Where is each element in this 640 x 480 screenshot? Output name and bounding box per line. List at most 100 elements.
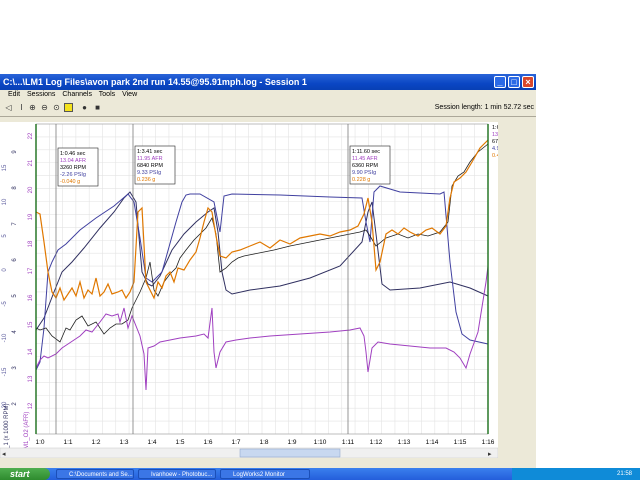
taskbar-item-documents[interactable]: C:\Documents and Se... (56, 469, 134, 479)
readout-psi: -2.26 PSIg (60, 172, 86, 178)
left-inner-tick: 5 (12, 294, 18, 298)
x-axis-tick: 1:6 (203, 439, 212, 446)
scroll-right-arrow: ▸ (488, 451, 492, 458)
x-axis-labels: 1:0 1:1 1:2 1:3 1:4 1:5 1:6 1:7 1:8 1:9 1:10 1:11 1:… (35, 439, 494, 446)
menu-channels[interactable]: Channels (62, 91, 92, 98)
afr-axis-tick: 16 (28, 294, 34, 301)
menu-tools[interactable]: Tools (98, 91, 116, 98)
marker-icon[interactable] (64, 103, 73, 112)
x-axis-tick: 1:1 (63, 439, 72, 446)
left-inner-tick: 4 (12, 330, 18, 334)
session-length: Session length: 1 min 52.72 sec (434, 104, 534, 111)
readout-g: 0.228 g (352, 177, 370, 183)
readout-time: 1:11.60 sec (352, 149, 380, 155)
rpm-trace (35, 191, 489, 331)
window-title: C:\...\LM1 Log Files\avon park 2nd run 1… (3, 77, 307, 87)
x-axis-tick: 1:11 (342, 439, 355, 446)
readout-rpm: 6840 RPM (137, 163, 163, 169)
readout-rpm: 3260 RPM (60, 165, 86, 171)
readout-psi: 4.95 PSIg (492, 146, 498, 152)
readout-frame (349, 145, 391, 185)
afr-axis-tick: 14 (28, 348, 34, 355)
system-tray: 21:58 (512, 468, 640, 480)
afr-axis-tick: 20 (28, 186, 34, 193)
zoom-in-icon[interactable]: ⊕ (29, 103, 36, 112)
record-icon[interactable]: ● (82, 103, 87, 112)
readout-afr: 13.04 AFR (60, 158, 86, 164)
readout-rpm: 6700 RPM (492, 139, 498, 145)
x-axis-tick: 1:4 (147, 439, 156, 446)
x-axis-tick: 1:10 (314, 439, 327, 446)
readout-g: -0.040 g (60, 179, 80, 185)
x-axis-tick: 1:15 (454, 439, 467, 446)
x-axis-tick: 1:2 (91, 439, 100, 446)
stop-icon[interactable]: ■ (95, 103, 100, 112)
afr-axis-tick: 22 (28, 132, 34, 139)
back-icon[interactable]: ◁ (5, 103, 12, 112)
text-cursor-icon[interactable]: I (20, 103, 23, 112)
taskbar-item-logworks[interactable]: LogWorks2 Monitor (220, 469, 310, 479)
readout-time: 1:0.46 sec (60, 151, 86, 157)
left-inner-tick: 7 (12, 222, 18, 226)
x-axis-tick: 1:7 (231, 439, 240, 446)
taskbar-item-photobucket[interactable]: Ivanhoew - Photobuc... (138, 469, 216, 479)
log-traces (35, 139, 489, 391)
left-outer-tick: 15 (2, 164, 8, 171)
accel-trace (35, 139, 489, 302)
afr-axis-tick: 19 (28, 213, 34, 220)
left-outer-tick: -15 (2, 367, 8, 376)
zoom-fit-icon[interactable]: ⊙ (53, 103, 60, 112)
left-inner-tick: 2 (12, 402, 18, 406)
menu-bar: Edit Sessions Channels Tools View (0, 90, 536, 100)
time-cursors (35, 124, 489, 434)
left-outer-tick: -10 (2, 333, 8, 342)
left-inner-tick: 3 (12, 366, 18, 370)
readout-time: 1:6.44 sec (492, 125, 498, 131)
left-outer-tick: 5 (2, 234, 8, 238)
readout-rpm: 6360 RPM (352, 163, 378, 169)
readout-g: 0.236 g (137, 177, 155, 183)
x-axis-tick: 1:16 (482, 439, 495, 446)
log-chart[interactable]: -20 -15 -10 -5 0 5 10 15 2 3 4 5 6 7 8 9 12 13 14 15 16 17 18 1… (0, 122, 498, 458)
boost-trace (35, 185, 489, 371)
x-axis-tick: 1:3 (119, 439, 128, 446)
readout-afr: 11.95 AFR (137, 156, 163, 162)
title-bar[interactable]: C:\...\LM1 Log Files\avon park 2nd run 1… (0, 74, 536, 90)
maximize-button[interactable]: □ (508, 76, 520, 88)
x-axis-tick: 1:5 (175, 439, 184, 446)
left-inner-tick: 9 (12, 150, 18, 154)
left-axis-labels: -20 -15 -10 -5 0 5 10 15 2 3 4 5 6 7 8 9 12 13 14 15 16 17 18 1… (2, 132, 34, 458)
readout-afr: 13.82 AFR (492, 132, 498, 138)
readout-afr: 11.45 AFR (352, 156, 378, 162)
readout-psi: 9.33 PSIg (137, 170, 161, 176)
close-button[interactable]: × (522, 76, 534, 88)
readout-g: 0.486 g (492, 153, 498, 159)
toolbar: ◁ I ⊕ ⊖ ⊙ ● ■ Session length: 1 min 52.7… (0, 100, 536, 117)
left-outer-tick: 10 (2, 198, 8, 205)
afr-axis-title: LM1_O2 (AFR) (24, 412, 30, 453)
left-inner-tick: 8 (12, 186, 18, 190)
minimize-button[interactable]: _ (494, 76, 506, 88)
menu-edit[interactable]: Edit (8, 91, 21, 98)
left-inner-tick: 6 (12, 258, 18, 262)
x-axis-tick: 1:9 (287, 439, 296, 446)
start-button[interactable]: start (0, 468, 50, 480)
menu-view[interactable]: View (122, 91, 138, 98)
afr-trace (35, 265, 489, 391)
x-axis-tick: 1:12 (370, 439, 383, 446)
x-axis-tick: 1:13 (398, 439, 411, 446)
afr-axis-tick: 17 (28, 267, 34, 274)
x-axis-tick: 1:14 (426, 439, 439, 446)
left-axis-title: LM1_1 (x 1000 RPM) (4, 403, 10, 458)
zoom-out-icon[interactable]: ⊖ (41, 103, 48, 112)
afr-axis-tick: 15 (28, 321, 34, 328)
scroll-left-arrow: ◂ (2, 451, 6, 458)
menu-sessions[interactable]: Sessions (27, 91, 56, 98)
left-outer-tick: -20 (2, 401, 8, 410)
clock: 21:58 (616, 471, 632, 477)
readout-frame (57, 147, 99, 187)
